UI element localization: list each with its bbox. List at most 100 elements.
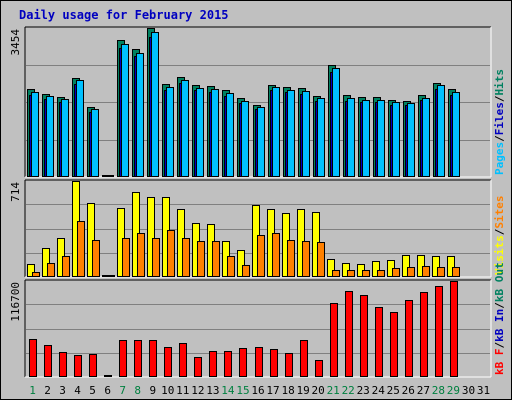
bar-sites [272, 233, 280, 277]
bar-pages [422, 98, 430, 177]
bar-pages [196, 88, 204, 177]
bar-pages [272, 87, 280, 177]
bar-sites [47, 263, 55, 277]
bar-sites [167, 230, 175, 277]
bar-kb-f [44, 345, 52, 377]
bar-kb-f [435, 286, 443, 377]
legend-hits: Hits [493, 69, 506, 96]
day-label: 18 [281, 384, 294, 397]
day-label: 17 [266, 384, 279, 397]
day-label: 6 [104, 384, 111, 397]
bar-pages [226, 93, 234, 177]
legend-labels: Visits/Sites [493, 196, 506, 276]
day-label: 19 [296, 384, 309, 397]
bar-kb-f [420, 292, 428, 377]
bar-pages [347, 98, 355, 177]
bar-kb-f [164, 347, 172, 377]
day-label: 5 [89, 384, 96, 397]
bar-sites [407, 267, 415, 277]
legend-separator: / [493, 342, 506, 349]
bar-sites [107, 275, 115, 277]
day-label: 27 [417, 384, 430, 397]
bar-kb-f [330, 303, 338, 377]
bar-sites [422, 266, 430, 277]
bar-kb-f [74, 355, 82, 377]
legend-separator: / [493, 135, 506, 142]
bar-pages [91, 109, 99, 177]
bar-sites [377, 270, 385, 277]
legend-separator: / [493, 228, 506, 235]
bar-pages [61, 99, 69, 177]
bar-visits [237, 250, 245, 277]
bar-pages [136, 53, 144, 177]
y-max-label: 116700 [9, 282, 22, 322]
bar-kb-f [29, 339, 37, 377]
bar-sites [452, 267, 460, 277]
bar-pages [377, 100, 385, 177]
bar-visits [432, 256, 440, 277]
bar-kb-f [119, 340, 127, 377]
bar-pages [211, 89, 219, 177]
bar-visits [147, 197, 155, 277]
bar-visits [402, 255, 410, 277]
bar-sites [182, 238, 190, 277]
bar-pages [31, 92, 39, 177]
bar-kb-f [134, 340, 142, 377]
bar-pages [241, 101, 249, 177]
bar-kb-f [224, 351, 232, 377]
bar-sites [287, 240, 295, 277]
day-label: 30 [462, 384, 475, 397]
day-label: 16 [251, 384, 264, 397]
bar-sites [122, 238, 130, 277]
day-label: 20 [311, 384, 324, 397]
bar-pages [437, 85, 445, 177]
y-max-label: 714 [9, 182, 22, 202]
legend-kb-in: kB In [493, 309, 506, 342]
day-label: 22 [342, 384, 355, 397]
day-label: 9 [149, 384, 156, 397]
bar-kb-f [194, 357, 202, 377]
bar-sites [302, 241, 310, 277]
legend-kb-f: kB F [493, 349, 506, 376]
bar-kb-f [345, 291, 353, 377]
bar-pages [302, 91, 310, 177]
bar-sites [227, 256, 235, 277]
bar-sites [242, 265, 250, 277]
legend-files: Files [493, 102, 506, 135]
bar-sites [32, 272, 40, 277]
bar-pages [181, 80, 189, 177]
bar-sites [437, 267, 445, 277]
bar-sites [362, 270, 370, 277]
legend-separator: / [493, 302, 506, 309]
day-label: 7 [119, 384, 126, 397]
bar-kb-f [179, 343, 187, 377]
bar-pages [407, 103, 415, 177]
bar-pages [76, 80, 84, 177]
y-max-label: 3454 [9, 29, 22, 56]
bar-kb-f [149, 340, 157, 377]
bar-visits [327, 259, 335, 277]
day-label: 23 [357, 384, 370, 397]
bar-visits [447, 256, 455, 277]
bar-kb-f [209, 351, 217, 377]
chart-title: Daily usage for February 2015 [19, 8, 229, 22]
day-label: 1 [29, 384, 36, 397]
bar-sites [92, 240, 100, 277]
bar-visits [42, 248, 50, 277]
bar-pages [151, 32, 159, 177]
bar-kb-f [104, 375, 112, 377]
bar-visits [372, 261, 380, 277]
bar-sites [62, 256, 70, 277]
day-label: 24 [372, 384, 386, 397]
bar-kb-f [270, 349, 278, 377]
day-label: 2 [44, 384, 51, 397]
day-label: 11 [176, 384, 189, 397]
legend-kb-out: kB Out [493, 262, 506, 302]
bar-visits [27, 264, 35, 277]
bar-sites [137, 233, 145, 277]
legend-labels: Pages/Files/Hits [493, 69, 506, 175]
bar-sites [257, 235, 265, 277]
legend-visits: Visits [493, 235, 506, 275]
bar-pages [392, 102, 400, 177]
